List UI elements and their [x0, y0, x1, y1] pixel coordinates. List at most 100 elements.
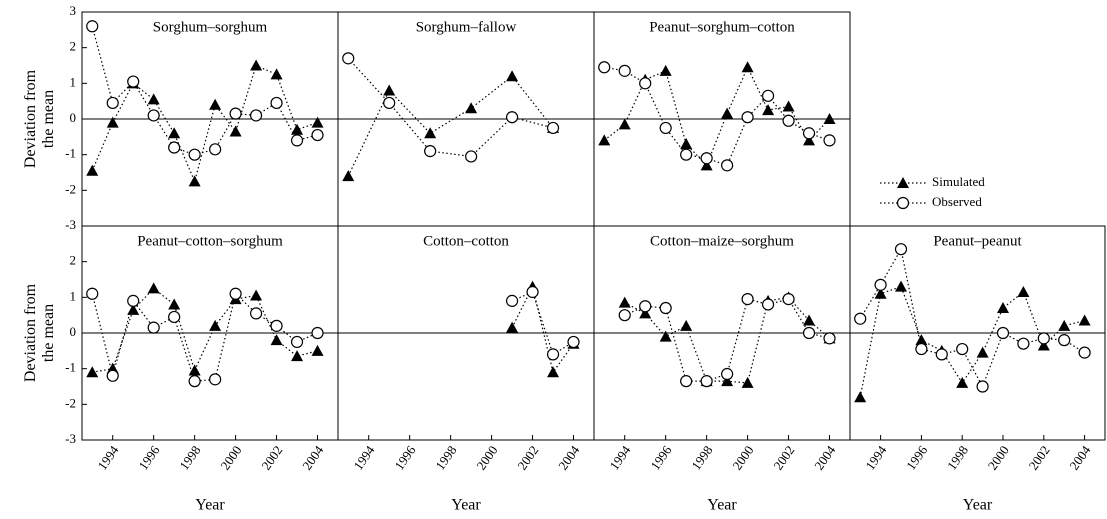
marker-simulated: [270, 68, 283, 80]
y-axis-label-line: Deviation from: [22, 69, 39, 168]
series-line: [859, 247, 1085, 388]
marker-observed: [342, 52, 355, 65]
marker-simulated: [721, 107, 734, 119]
x-tick-label: 1998: [688, 443, 715, 473]
marker-simulated: [86, 366, 99, 378]
y-tick-label: -2: [65, 395, 76, 410]
x-tick-label: 1998: [944, 443, 971, 473]
marker-simulated: [1017, 285, 1030, 297]
y-axis-label: Deviation fromthe mean: [22, 69, 57, 168]
x-tick-label: 1996: [903, 442, 930, 472]
x-tick-label: 1994: [862, 442, 889, 472]
y-tick-label: 2: [70, 39, 77, 54]
marker-observed: [802, 127, 816, 140]
marker-simulated: [976, 346, 989, 358]
x-tick-label: 1994: [350, 442, 377, 472]
x-tick-label: 2004: [811, 442, 838, 472]
marker-observed: [639, 300, 652, 313]
marker-simulated: [106, 116, 119, 128]
marker-simulated: [506, 321, 519, 333]
marker-observed: [270, 96, 283, 110]
marker-observed: [168, 310, 181, 324]
marker-observed: [147, 109, 160, 122]
marker-simulated: [721, 375, 734, 387]
series-line: [92, 287, 318, 373]
marker-observed: [618, 64, 631, 77]
marker-observed: [700, 152, 713, 165]
marker-simulated: [424, 127, 437, 139]
marker-observed: [229, 287, 242, 300]
marker-observed: [86, 20, 99, 33]
marker-simulated: [1058, 319, 1071, 331]
marker-simulated: [168, 298, 181, 310]
y-tick-label: -1: [65, 146, 76, 161]
x-tick-label: 2002: [770, 443, 797, 473]
x-tick-label: 2000: [985, 443, 1012, 473]
marker-observed: [106, 369, 119, 382]
marker-observed: [249, 109, 263, 122]
marker-observed: [168, 141, 181, 154]
marker-observed: [465, 150, 478, 163]
marker-simulated: [168, 127, 181, 139]
marker-simulated: [680, 137, 693, 149]
x-axis-label: Year: [963, 497, 993, 514]
marker-observed: [761, 89, 775, 102]
y-tick-label: 1: [70, 74, 77, 89]
marker-observed: [209, 373, 222, 386]
marker-simulated: [342, 170, 355, 182]
marker-simulated: [803, 314, 816, 326]
x-tick-label: 1998: [432, 443, 459, 473]
legend-marker: [897, 177, 909, 188]
marker-simulated: [639, 307, 652, 319]
marker-simulated: [209, 319, 222, 331]
x-tick-label: 1996: [391, 442, 418, 472]
marker-observed: [188, 375, 201, 388]
x-tick-label: 2002: [1026, 443, 1053, 473]
marker-simulated: [229, 125, 242, 137]
y-tick-label: -3: [65, 217, 76, 232]
marker-simulated: [311, 116, 324, 128]
marker-observed: [505, 294, 519, 307]
marker-simulated: [997, 302, 1009, 314]
marker-observed: [976, 380, 989, 393]
panel-title: Cotton–maize–sorghum: [650, 233, 794, 249]
x-tick-label: 1994: [94, 442, 121, 472]
marker-observed: [311, 326, 324, 340]
marker-observed: [86, 287, 99, 300]
marker-simulated: [874, 287, 887, 299]
panel-frame: [849, 225, 1106, 441]
marker-observed: [659, 301, 672, 315]
x-axis-label: Year: [195, 497, 225, 514]
x-axis-label: Year: [451, 497, 481, 514]
marker-simulated: [659, 330, 672, 342]
x-tick-label: 1998: [176, 443, 203, 473]
marker-observed: [249, 307, 263, 320]
marker-observed: [526, 285, 539, 299]
y-axis-label-line: Deviation from: [22, 283, 39, 382]
marker-observed: [106, 96, 119, 110]
marker-observed: [741, 293, 754, 306]
marker-simulated: [127, 303, 140, 315]
marker-simulated: [86, 164, 99, 176]
marker-simulated: [250, 59, 263, 71]
marker-simulated: [598, 134, 611, 146]
marker-observed: [823, 332, 836, 345]
y-tick-label: -3: [65, 431, 76, 446]
marker-observed: [680, 148, 693, 161]
marker-observed: [311, 128, 324, 142]
marker-simulated: [250, 289, 263, 301]
marker-simulated: [1037, 339, 1050, 351]
marker-observed: [721, 367, 734, 381]
y-tick-label: -1: [65, 360, 76, 375]
marker-simulated: [803, 134, 816, 146]
marker-simulated: [147, 93, 160, 105]
marker-simulated: [782, 100, 795, 112]
y-tick-label: 2: [70, 253, 77, 268]
x-tick-label: 2002: [514, 443, 541, 473]
x-tick-label: 2004: [1066, 442, 1093, 472]
series-line: [91, 292, 318, 382]
marker-simulated: [291, 350, 304, 362]
marker-observed: [1037, 332, 1050, 345]
marker-observed: [761, 298, 775, 311]
